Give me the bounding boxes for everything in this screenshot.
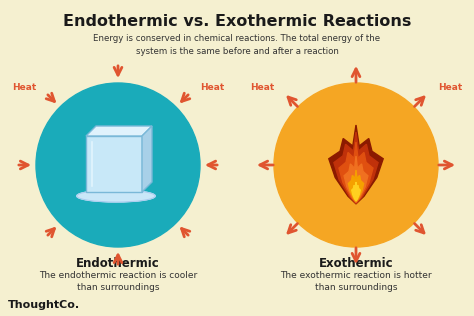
Polygon shape bbox=[142, 126, 152, 192]
Polygon shape bbox=[329, 125, 383, 204]
Polygon shape bbox=[352, 182, 360, 201]
Text: The endothermic reaction is cooler
than surroundings: The endothermic reaction is cooler than … bbox=[39, 271, 197, 293]
Text: Heat: Heat bbox=[200, 83, 224, 92]
Polygon shape bbox=[348, 170, 364, 202]
Text: Heat: Heat bbox=[438, 83, 462, 92]
Text: ThoughtCo.: ThoughtCo. bbox=[8, 300, 80, 310]
Polygon shape bbox=[334, 132, 378, 204]
Text: The exothermic reaction is hotter
than surroundings: The exothermic reaction is hotter than s… bbox=[280, 271, 432, 293]
Text: Exothermic: Exothermic bbox=[319, 257, 393, 270]
Text: Heat: Heat bbox=[250, 83, 274, 92]
Polygon shape bbox=[86, 126, 152, 136]
Text: Endothermic vs. Exothermic Reactions: Endothermic vs. Exothermic Reactions bbox=[63, 14, 411, 29]
Polygon shape bbox=[344, 156, 368, 202]
Circle shape bbox=[36, 83, 200, 247]
Text: Endothermic: Endothermic bbox=[76, 257, 160, 270]
Circle shape bbox=[274, 83, 438, 247]
Text: Energy is conserved in chemical reactions. The total energy of the
system is the: Energy is conserved in chemical reaction… bbox=[93, 34, 381, 56]
Text: Heat: Heat bbox=[12, 83, 36, 92]
FancyBboxPatch shape bbox=[86, 136, 142, 192]
Ellipse shape bbox=[77, 190, 155, 202]
Polygon shape bbox=[339, 142, 373, 203]
